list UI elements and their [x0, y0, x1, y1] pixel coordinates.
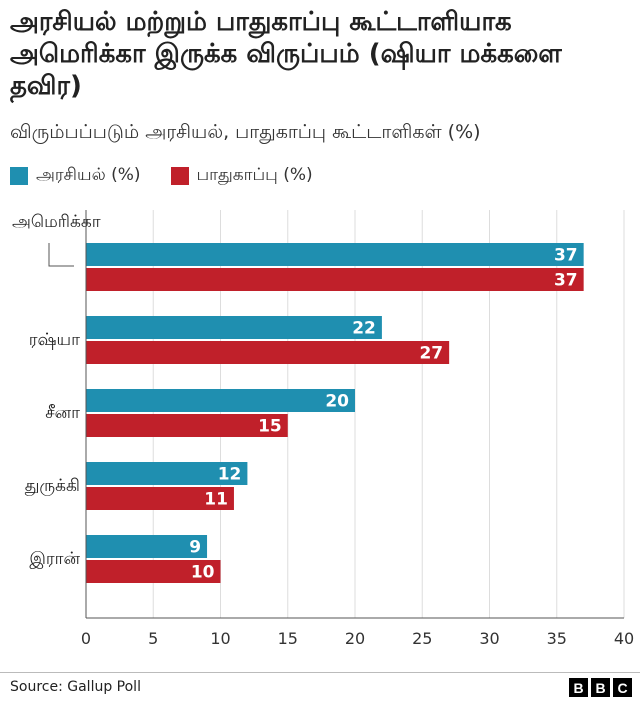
legend-item-security: பாதுகாப்பு (%) [170, 165, 313, 187]
x-tick-label: 40 [614, 629, 634, 648]
category-label: அமெரிக்கா [12, 212, 101, 232]
x-tick-label: 10 [210, 629, 230, 648]
chart-subtitle: விரும்பப்படும் அரசியல், பாதுகாப்பு கூட்ட… [10, 121, 481, 143]
x-tick-label: 30 [479, 629, 499, 648]
legend: அரசியல் (%) பாதுகாப்பு (%) [10, 164, 343, 188]
bar [86, 389, 355, 412]
category-label: சீனா [45, 403, 80, 423]
legend-item-political: அரசியல் (%) [10, 165, 141, 187]
category-label: ரஷ்யா [29, 330, 80, 350]
category-label: இரான் [29, 549, 80, 569]
x-tick-label: 20 [345, 629, 365, 648]
bar [86, 535, 208, 558]
legend-label-political: அரசியல் (%) [36, 165, 141, 185]
bbc-logo: B B C [566, 678, 632, 697]
bar-value-label: 11 [204, 490, 228, 510]
bar [86, 487, 234, 510]
bar [86, 414, 288, 437]
bar-value-label: 20 [325, 392, 349, 412]
bar-value-label: 15 [258, 417, 282, 437]
bar [86, 462, 248, 485]
bar-value-label: 37 [554, 246, 578, 266]
bar-value-label: 9 [189, 538, 201, 558]
x-tick-label: 0 [81, 629, 91, 648]
bar-value-label: 10 [191, 563, 215, 583]
bar [86, 243, 584, 266]
source-note: Source: Gallup Poll [10, 679, 141, 695]
legend-label-security: பாதுகாப்பு (%) [196, 165, 313, 185]
x-tick-label: 15 [278, 629, 298, 648]
bar [86, 341, 450, 364]
bar [86, 316, 382, 339]
bar-chart: 0 5 10 15 20 25 30 35 40 37 37 அமெரிக்கா 22 27 ரஷ்யா 20… [12, 210, 634, 648]
footer-divider [0, 672, 640, 673]
x-tick-label: 5 [148, 629, 158, 648]
bbc-logo-letter: B [591, 678, 610, 697]
bar-value-label: 27 [419, 344, 443, 364]
bar [86, 268, 584, 291]
bar-value-label: 12 [218, 465, 242, 485]
x-tick-label: 25 [412, 629, 432, 648]
legend-swatch-political [10, 167, 28, 185]
bar [86, 560, 221, 583]
legend-swatch-security [170, 167, 189, 185]
bar-value-label: 37 [554, 271, 578, 291]
label-leader-line [48, 243, 74, 267]
bbc-logo-letter: B [569, 678, 588, 697]
bbc-logo-letter: C [613, 678, 632, 697]
x-tick-label: 35 [547, 629, 567, 648]
category-label: துருக்கி [25, 476, 80, 496]
bar-value-label: 22 [352, 319, 376, 339]
chart-title: அரசியல் மற்றும் பாதுகாப்பு கூட்டாளியாக அ… [10, 7, 562, 101]
